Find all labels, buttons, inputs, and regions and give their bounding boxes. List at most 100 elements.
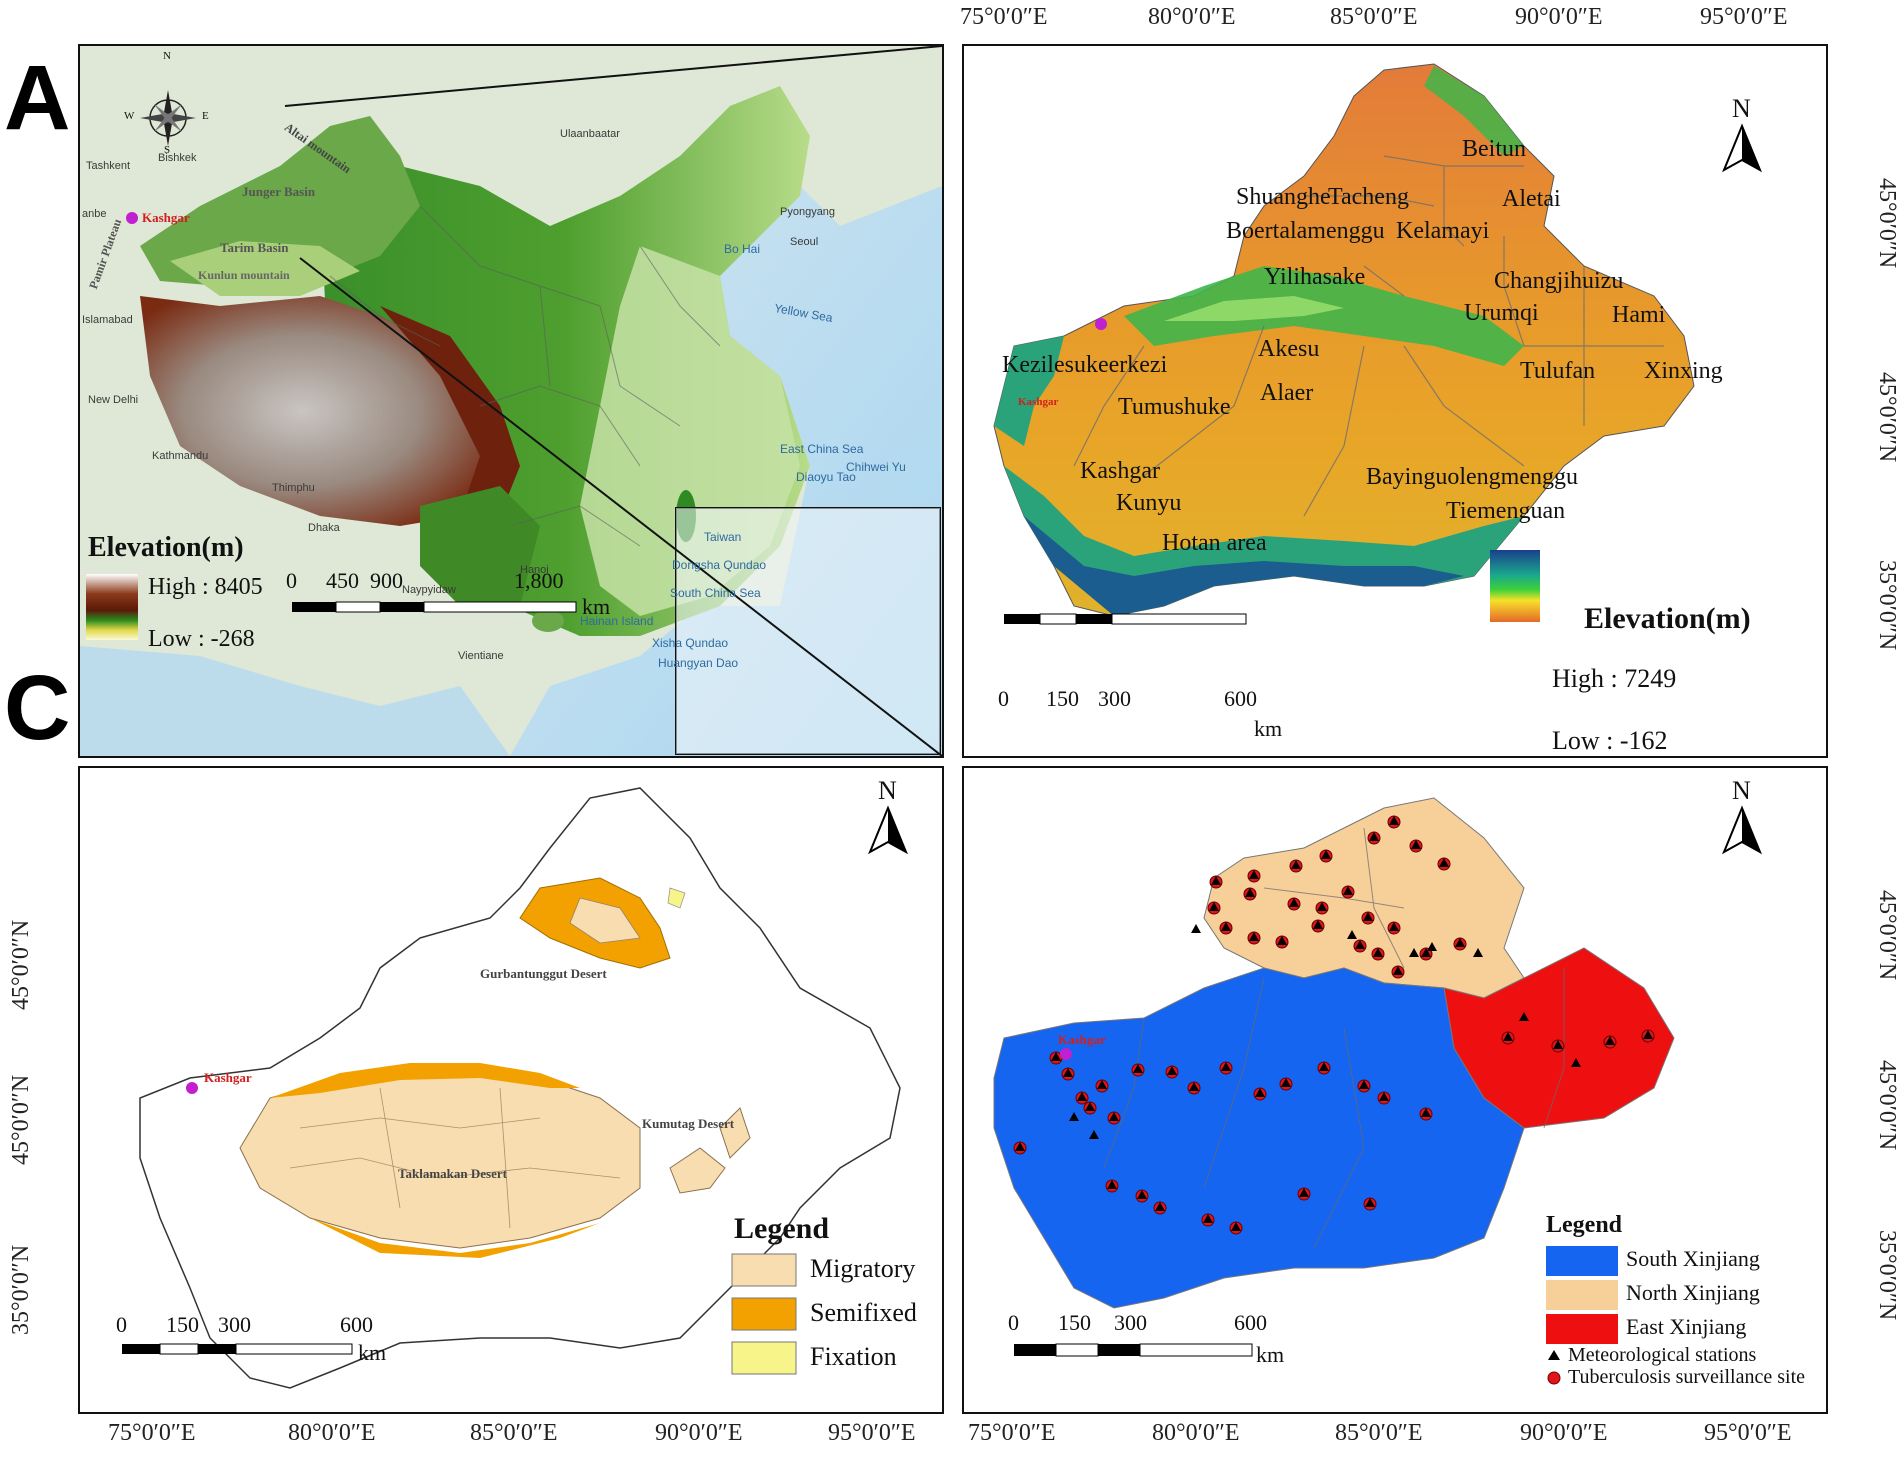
- legend-swatch-migratory: [731, 1253, 797, 1287]
- meteorological-station-marker: [1191, 924, 1201, 933]
- panel-c-scale-0: 0: [116, 1312, 127, 1337]
- meteorological-station-marker: [1245, 888, 1255, 897]
- panel-c-legend-title: Legend: [734, 1212, 830, 1245]
- meteorological-station-marker: [1643, 1030, 1653, 1039]
- legend-swatch-east-xinjiang: [1546, 1314, 1618, 1344]
- tick-right-lat: 45°0′0″N: [1874, 1060, 1900, 1151]
- meteorological-station-marker: [1409, 948, 1419, 957]
- label-kashgar-d: Kashgar: [1058, 1032, 1106, 1047]
- region-label: Akesu: [1258, 336, 1320, 362]
- meteorological-station-marker: [1063, 1068, 1073, 1077]
- meteorological-station-marker: [1355, 940, 1365, 949]
- panel-c-scale-unit: km: [358, 1340, 387, 1365]
- legend-swatch-fixation: [731, 1341, 797, 1375]
- meteorological-station-marker: [1133, 1064, 1143, 1073]
- meteorological-station-marker: [1137, 1190, 1147, 1199]
- legend-swatch-north-xinjiang: [1546, 1280, 1618, 1310]
- tick-top-lon: 80°0′0″E: [1148, 4, 1236, 30]
- panel-b-legend-title: Elevation(m): [1584, 602, 1751, 635]
- meteorological-station-marker: [1249, 870, 1259, 879]
- label-hanoi: Hanoi: [520, 564, 549, 576]
- meteorological-station-marker: [1155, 1202, 1165, 1211]
- tick-bottom-lon: 80°0′0″E: [288, 1420, 376, 1446]
- label-naypyidaw: Naypyidaw: [402, 584, 456, 596]
- panel-c-scale-600: 600: [340, 1312, 373, 1337]
- compass-n: N: [163, 50, 171, 62]
- meteorological-station-marker: [1221, 922, 1231, 931]
- meteorological-station-marker: [1209, 902, 1219, 911]
- panel-d-legend-title: Legend: [1546, 1212, 1623, 1238]
- label-bo-hai: Bo Hai: [724, 242, 761, 256]
- panel-a-scale-0: 0: [286, 568, 297, 593]
- panel-a-elevation-ramp: [86, 574, 138, 640]
- compass-w: W: [124, 110, 135, 122]
- tick-left-lat: 35°0′0″N: [8, 1244, 34, 1335]
- panel-d-legend-north: North Xinjiang: [1626, 1280, 1760, 1305]
- label-taiwan: Taiwan: [704, 530, 742, 544]
- region-label: Kunyu: [1116, 490, 1182, 516]
- panel-d-scale-0: 0: [1008, 1310, 1019, 1335]
- region-label: Alaer: [1260, 380, 1314, 406]
- meteorological-station-marker: [1421, 1108, 1431, 1117]
- label-diaoyu-tao: Diaoyu Tao: [796, 470, 856, 484]
- panel-a-scale-1800: 1,800: [514, 568, 564, 593]
- label-gurbantunggut-desert: Gurbantunggut Desert: [480, 966, 607, 981]
- label-taklamakan-desert: Taklamakan Desert: [398, 1166, 507, 1181]
- tick-bottom-lon: 90°0′0″E: [655, 1420, 743, 1446]
- tick-bottom-lon: 75°0′0″E: [968, 1420, 1056, 1446]
- panel-a-map-graphic: [80, 46, 942, 756]
- panel-a-china-elevation-map: N S E W Kashgar Altai mountain Junger Ba…: [78, 44, 944, 758]
- panel-b-elevation-ramp: [1490, 550, 1540, 622]
- tick-bottom-lon: 95°0′0″E: [828, 1420, 916, 1446]
- meteorological-station-marker: [1051, 1052, 1061, 1061]
- meteorological-station-marker: [1089, 1130, 1099, 1139]
- tick-right-lat: 35°0′0″N: [1874, 1230, 1900, 1321]
- panel-letter-a: A: [4, 47, 71, 149]
- meteorological-station-marker: [1321, 850, 1331, 859]
- panel-b-scale-300: 300: [1098, 686, 1131, 711]
- panel-d-scale-300: 300: [1114, 1310, 1147, 1335]
- meteorological-station-marker: [1605, 1036, 1615, 1045]
- meteorological-station-marker: [1249, 932, 1259, 941]
- meteorological-station-marker: [1379, 1092, 1389, 1101]
- legend-swatch-south-xinjiang: [1546, 1246, 1618, 1276]
- tick-bottom-lon: 80°0′0″E: [1152, 1420, 1240, 1446]
- meteorological-station-marker: [1107, 1180, 1117, 1189]
- panel-a-scale-900: 900: [370, 568, 403, 593]
- panel-a-scale-450: 450: [326, 568, 359, 593]
- panel-d-scale-150: 150: [1058, 1310, 1091, 1335]
- tick-bottom-lon: 95°0′0″E: [1704, 1420, 1792, 1446]
- region-label: Tiemenguan: [1446, 498, 1566, 524]
- panel-d-legend-south: South Xinjiang: [1626, 1246, 1760, 1271]
- meteorological-station-marker: [1203, 1214, 1213, 1223]
- meteorological-station-marker: [1473, 948, 1483, 957]
- compass-e: E: [202, 110, 209, 122]
- meteorological-station-marker: [1393, 966, 1403, 975]
- region-label: Tumushuke: [1118, 394, 1231, 420]
- region-label: Beitun: [1462, 136, 1526, 162]
- panel-b-scale-unit: km: [1254, 716, 1283, 741]
- meteorological-station-marker: [1281, 1078, 1291, 1087]
- panel-c-scale-300: 300: [218, 1312, 251, 1337]
- meteorological-station-marker: [1317, 902, 1327, 911]
- panel-b-north-arrow: [1721, 123, 1763, 173]
- meteorological-station-marker: [1189, 1082, 1199, 1091]
- panel-a-legend-title: Elevation(m): [88, 532, 244, 563]
- tick-right-lat: 45°0′0″N: [1874, 372, 1900, 463]
- label-kathmandu: Kathmandu: [152, 450, 209, 462]
- panel-c-legend-migratory: Migratory: [810, 1254, 916, 1283]
- label-kashgar: Kashgar: [142, 210, 190, 225]
- meteorological-station-marker: [1363, 912, 1373, 921]
- label-kunlun-mountain: Kunlun mountain: [198, 268, 290, 282]
- label-tashkent: Tashkent: [86, 160, 131, 172]
- panel-c-map-graphic: [122, 787, 909, 1389]
- label-dongsha-qundao: Dongsha Qundao: [672, 558, 767, 572]
- label-kashgar-c: Kashgar: [204, 1070, 252, 1085]
- label-xisha-qundao: Xisha Qundao: [652, 636, 729, 650]
- meteorological-station-marker: [1343, 886, 1353, 895]
- label-dushanbe: anbe: [82, 208, 107, 220]
- panel-letter-c: C: [4, 657, 71, 759]
- region-label: Kezilesukeerkezi: [1002, 352, 1168, 378]
- meteorological-station-marker: [1365, 1198, 1375, 1207]
- meteorological-station-marker: [1291, 860, 1301, 869]
